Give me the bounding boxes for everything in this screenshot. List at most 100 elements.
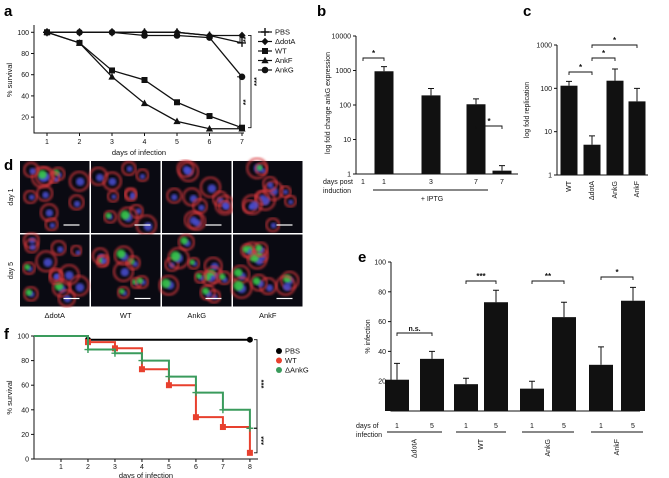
b-ytick-label: 100 — [339, 103, 351, 110]
b-bar — [492, 170, 512, 174]
panel-label-b: b — [317, 3, 326, 20]
f-legend-marker-WT — [276, 357, 282, 364]
cell-membrane — [23, 286, 39, 302]
cell-membrane — [183, 210, 204, 230]
cell-nucleus — [73, 200, 81, 208]
f-xtick-label: 7 — [221, 464, 225, 471]
f-point-ΔAnkG — [192, 389, 200, 397]
f-legend-label: PBS — [285, 347, 300, 356]
f-xtick-label: 2 — [86, 464, 90, 471]
c-bar — [560, 85, 578, 175]
cell-nucleus — [189, 216, 198, 225]
chart-c: 1 10 100 1000 log fold replication WT ΔdotA Ank… — [524, 36, 648, 200]
cell-nucleus — [171, 194, 178, 201]
e-day-label: 5 — [430, 423, 434, 430]
cell-nucleus — [198, 204, 205, 211]
cell-nucleus — [28, 194, 35, 201]
e-bar — [552, 317, 576, 411]
cell-membrane — [166, 187, 183, 204]
cell-nucleus — [111, 194, 117, 200]
c-bar — [583, 144, 601, 175]
c-errorbar — [566, 80, 572, 86]
c-sig-2-label: * — [602, 49, 606, 58]
e-sig-1 — [396, 332, 433, 336]
f-point-ΔAnkG — [219, 406, 227, 414]
d-column-label-3: AnkF — [259, 311, 277, 320]
cell-nucleus — [270, 222, 277, 229]
cell-membrane — [218, 199, 232, 214]
c-bar — [628, 101, 646, 175]
cell-nucleus — [29, 244, 36, 251]
f-sig-2 — [254, 427, 258, 454]
cell-membrane — [36, 184, 54, 202]
a-sig-1 — [237, 35, 241, 44]
c-bar — [606, 80, 624, 175]
e-day-label: 5 — [494, 423, 498, 430]
f-sig-2-label: *** — [259, 436, 268, 445]
chart-f: 0 20 40 60 80 100 1 2 3 4 5 6 7 8 % survival days of in… — [5, 334, 309, 478]
bacteria-signal — [189, 259, 195, 265]
cell-membrane — [48, 267, 64, 282]
a-legend-marker-PBS — [261, 28, 269, 36]
bacteria-signal — [120, 210, 130, 220]
a-xtick-label: 6 — [208, 139, 212, 146]
cell-membrane — [230, 276, 253, 299]
cell-membrane — [88, 166, 108, 186]
cell-membrane — [275, 275, 296, 296]
e-ytick-label: 100 — [374, 260, 386, 267]
cell-membrane — [187, 256, 201, 270]
micrograph-0-2 — [162, 159, 236, 233]
e-sig-2-label: *** — [476, 272, 486, 281]
panel-label-a: a — [4, 3, 13, 20]
f-ytick-label: 100 — [17, 334, 29, 341]
cell-membrane — [44, 217, 59, 232]
b-xtick-label: 1 — [361, 179, 365, 186]
a-sig-2 — [248, 35, 252, 129]
micrograph-1-2 — [158, 233, 232, 307]
e-errorbar — [493, 289, 499, 303]
f-point-PBS — [246, 336, 253, 343]
c-xtick-label: AnkF — [634, 181, 641, 197]
e-sig-3-label: ** — [545, 272, 552, 281]
cell-membrane — [176, 159, 195, 178]
b-sig-1 — [362, 57, 385, 61]
e-bar — [520, 388, 544, 411]
bacteria-signal — [170, 251, 181, 262]
c-xtick-label: AnkG — [612, 181, 619, 199]
e-errorbar — [394, 362, 400, 380]
a-xlabel: days of infection — [112, 148, 166, 157]
b-group-label: + IPTG — [421, 196, 443, 203]
f-legend-marker-ΔAnkG — [276, 367, 282, 373]
a-series-line-AnkG — [47, 31, 243, 78]
bacteria-signal — [105, 212, 112, 219]
b-xrow-label-2: induction — [323, 188, 351, 195]
cell-nucleus — [223, 204, 229, 210]
cell-nucleus — [53, 177, 59, 182]
cell-nucleus — [207, 184, 217, 193]
e-xrow-label-2: infection — [356, 432, 382, 439]
a-point-WT — [141, 77, 148, 83]
a-legend-label: PBS — [275, 28, 290, 37]
d-row-label-1: day 5 — [8, 262, 15, 279]
f-point-ΔAnkG — [111, 349, 119, 357]
a-point-AnkG — [173, 32, 181, 39]
cell-nucleus — [143, 222, 153, 231]
e-day-label: 1 — [395, 423, 399, 430]
a-ytick-label: 100 — [17, 30, 29, 37]
a-point-WT — [109, 67, 115, 74]
b-xtick-label: 7 — [474, 179, 478, 186]
cell-membrane — [113, 261, 134, 282]
e-errorbar — [630, 286, 636, 301]
cell-membrane — [240, 243, 255, 258]
b-bar — [421, 95, 441, 174]
a-legend-label: WT — [275, 47, 287, 56]
f-ytick-label: 20 — [21, 432, 29, 439]
bacteria-signal — [180, 236, 188, 245]
a-legend-label: AnkG — [275, 66, 294, 75]
f-ytick-label: 0 — [25, 457, 29, 464]
cell-membrane — [58, 264, 80, 286]
b-sig-2 — [475, 125, 503, 129]
cell-nucleus — [49, 222, 56, 229]
cell-membrane — [262, 176, 278, 192]
cell-membrane — [217, 270, 232, 286]
